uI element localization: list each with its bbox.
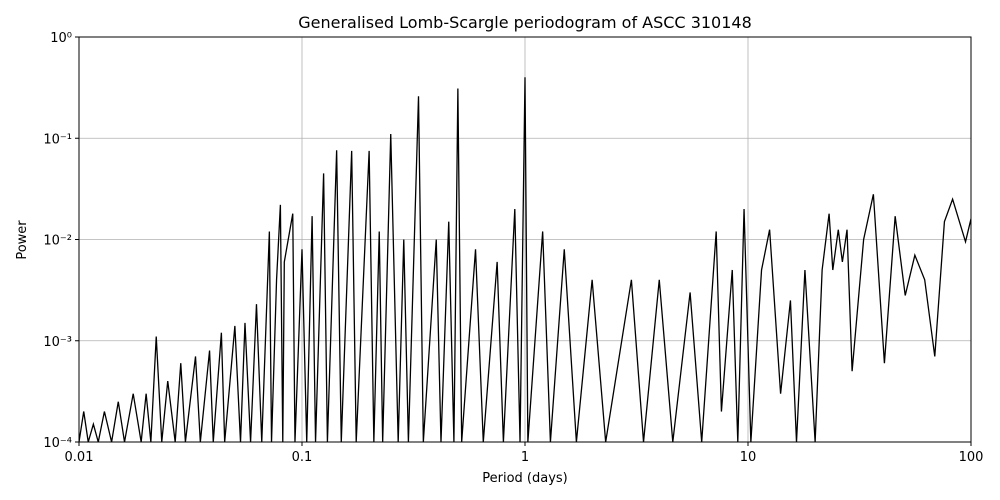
y-tick-label: 10⁰	[50, 31, 72, 46]
y-tick-label: 10⁻⁴	[43, 436, 72, 451]
x-tick-label: 1	[521, 450, 529, 465]
x-tick-label: 0.1	[292, 450, 313, 465]
x-tick-label: 100	[959, 450, 984, 465]
x-tick-label: 10	[740, 450, 757, 465]
y-tick-label: 10⁻²	[43, 234, 72, 249]
data-line	[79, 77, 971, 442]
chart-title: Generalised Lomb-Scargle periodogram of …	[298, 13, 752, 32]
x-axis-label: Period (days)	[482, 471, 568, 486]
x-tick-label: 0.01	[65, 450, 94, 465]
plot-frame	[78, 36, 972, 443]
y-tick-label: 10⁻³	[43, 335, 72, 350]
y-axis-label: Power	[15, 220, 30, 260]
y-tick-label: 10⁻¹	[43, 132, 72, 147]
